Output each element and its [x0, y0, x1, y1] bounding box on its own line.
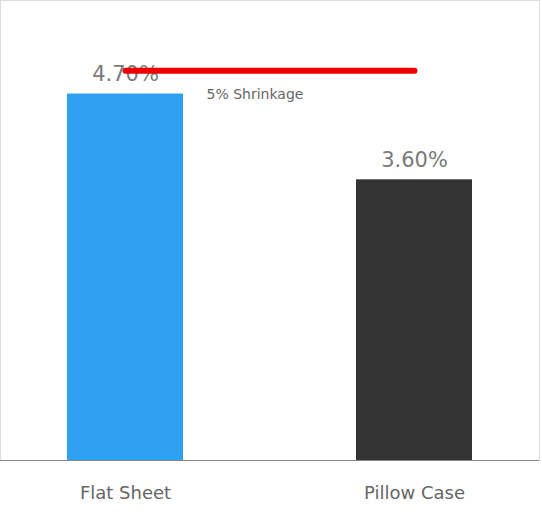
svg-text:4.70%: 4.70% [92, 62, 159, 86]
svg-text:Flat Sheet: Flat Sheet [80, 482, 171, 503]
svg-text:Pillow Case: Pillow Case [364, 482, 465, 503]
svg-text:5% Shrinkage: 5% Shrinkage [207, 86, 304, 102]
svg-text:3.60%: 3.60% [381, 148, 448, 172]
